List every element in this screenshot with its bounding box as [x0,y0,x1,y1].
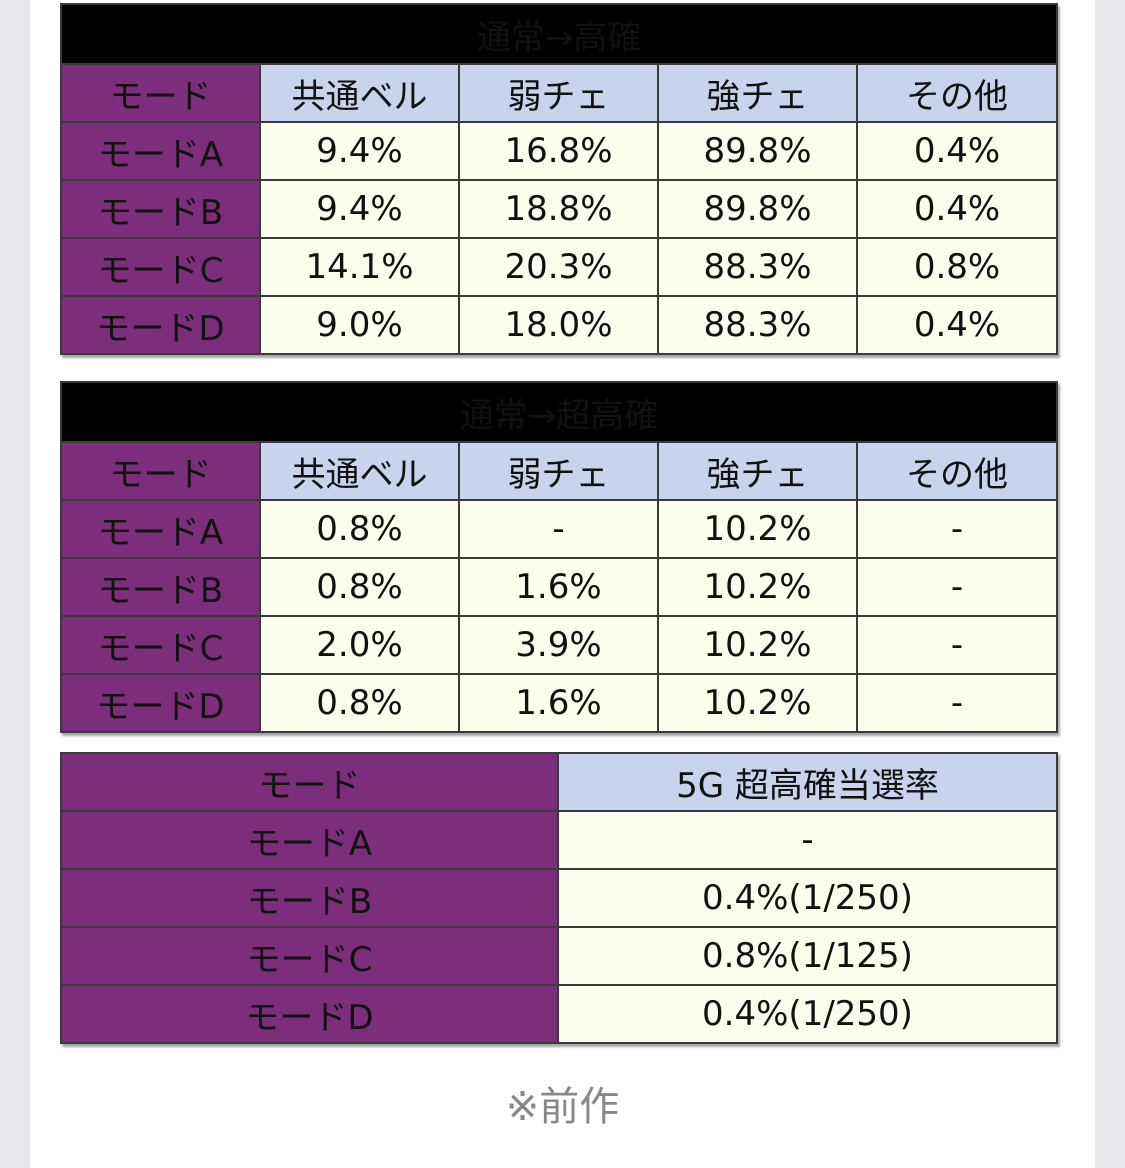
cell-value: 0.8% [855,237,1059,297]
row-mode-label: モードB [60,179,261,239]
footnote: ※前作 [505,1084,620,1130]
cell-value: 0.8%(1/125) [557,926,1058,986]
cell-value: 2.0% [259,615,460,675]
row-mode-label: モードA [60,121,261,181]
row-mode-label: モードD [60,673,261,733]
cell-value: 0.4% [855,179,1059,239]
cell-value: - [458,499,659,559]
table-title-row: 通常→超高確 [59,381,1059,443]
cell-value: 1.6% [458,673,659,733]
row-mode-label: モードB [60,557,261,617]
table-row: モードC 2.0% 3.9% 10.2% - [60,615,1059,675]
table-row: モードC 14.1% 20.3% 88.3% 0.8% [60,237,1059,297]
cell-value: 9.0% [259,295,460,355]
header-other: その他 [855,63,1059,123]
header-5g-rate: 5G 超高確当選率 [557,752,1058,812]
cell-value: 0.8% [259,673,460,733]
page-right-margin [1095,0,1125,1168]
row-mode-label: モードA [60,499,261,559]
header-mode: モード [60,63,261,123]
cell-value: - [855,557,1059,617]
cell-value: 0.4%(1/250) [557,868,1058,928]
table-row: モードD 9.0% 18.0% 88.3% 0.4% [60,295,1059,355]
cell-value: 0.8% [259,499,460,559]
row-mode-label: モードD [60,984,559,1044]
cell-value: 0.4% [855,121,1059,181]
row-mode-label: モードC [60,615,261,675]
table-row: モードC 0.8%(1/125) [60,926,1058,986]
cell-value: - [855,673,1059,733]
cell-value: 0.4% [855,295,1059,355]
cell-value: 14.1% [259,237,460,297]
row-mode-label: モードD [60,295,261,355]
cell-value: 9.4% [259,121,460,181]
cell-value: 0.8% [259,557,460,617]
cell-value: - [557,810,1058,870]
cell-value: 10.2% [657,615,858,675]
table-title: 通常→超高確 [59,381,1059,443]
row-mode-label: モードC [60,926,559,986]
cell-value: 3.9% [458,615,659,675]
cell-value: 20.3% [458,237,659,297]
cell-value: 10.2% [657,499,858,559]
cell-value: 89.8% [657,121,858,181]
row-mode-label: モードC [60,237,261,297]
cell-value: 0.4%(1/250) [557,984,1058,1044]
header-other: その他 [855,441,1059,501]
cell-value: 18.0% [458,295,659,355]
table-row: モードD 0.8% 1.6% 10.2% - [60,673,1059,733]
row-mode-label: モードB [60,868,559,928]
cell-value: 89.8% [657,179,858,239]
cell-value: 10.2% [657,557,858,617]
table-row: モードA 0.8% - 10.2% - [60,499,1059,559]
cell-value: 16.8% [458,121,659,181]
cell-value: 10.2% [657,673,858,733]
table-title: 通常→高確 [59,3,1059,65]
row-mode-label: モードA [60,810,559,870]
table-row: モードD 0.4%(1/250) [60,984,1058,1044]
table-row: モードB 9.4% 18.8% 89.8% 0.4% [60,179,1059,239]
cell-value: 9.4% [259,179,460,239]
cell-value: 88.3% [657,295,858,355]
table-normal-to-super-high: 通常→超高確 モード 共通ベル 弱チェ 強チェ その他 モードA 0.8% - … [59,381,1059,733]
table-header-row: モード 共通ベル 弱チェ 強チェ その他 [60,63,1059,123]
table-5g-super-high-rate: モード 5G 超高確当選率 モードA - モードB 0.4%(1/250) モー… [60,752,1058,1044]
table-header-row: モード 共通ベル 弱チェ 強チェ その他 [60,441,1059,501]
cell-value: 1.6% [458,557,659,617]
cell-value: - [855,615,1059,675]
page-left-margin [0,0,30,1168]
cell-value: 88.3% [657,237,858,297]
table-row: モードA 9.4% 16.8% 89.8% 0.4% [60,121,1059,181]
header-weak-cherry: 弱チェ [458,63,659,123]
header-strong-cherry: 強チェ [657,63,858,123]
table-header-row: モード 5G 超高確当選率 [60,752,1058,812]
header-strong-cherry: 強チェ [657,441,858,501]
cell-value: 18.8% [458,179,659,239]
table-row: モードB 0.8% 1.6% 10.2% - [60,557,1059,617]
table-title-row: 通常→高確 [59,3,1059,65]
table-row: モードB 0.4%(1/250) [60,868,1058,928]
table-normal-to-high: 通常→高確 モード 共通ベル 弱チェ 強チェ その他 モードA 9.4% 16.… [59,3,1059,355]
header-common-bell: 共通ベル [259,441,460,501]
header-mode: モード [60,441,261,501]
header-mode: モード [60,752,559,812]
header-weak-cherry: 弱チェ [458,441,659,501]
header-common-bell: 共通ベル [259,63,460,123]
table-row: モードA - [60,810,1058,870]
cell-value: - [855,499,1059,559]
